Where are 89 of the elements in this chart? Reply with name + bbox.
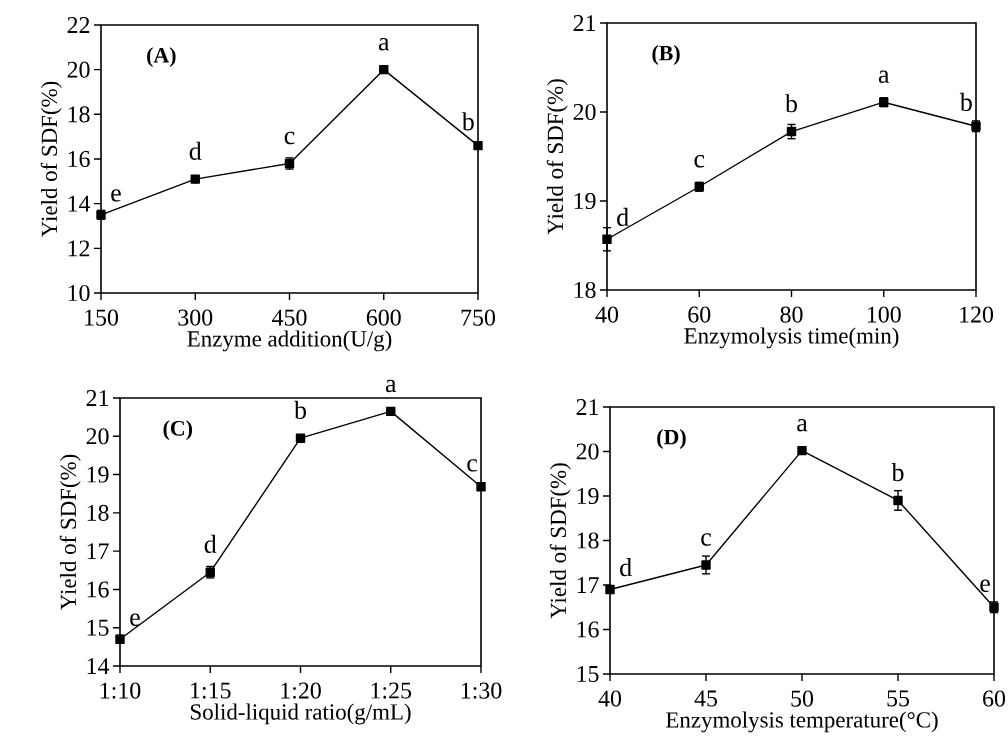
y-tick-label: 15 — [87, 619, 109, 636]
point — [476, 482, 486, 492]
y-tick-label: 20 — [67, 61, 90, 78]
x-axis-title: Solid-liquid ratio(g/mL) — [190, 703, 411, 725]
y-tick-label: 14 — [68, 195, 91, 212]
y-tick-label: 17 — [87, 543, 109, 560]
annotation: b — [785, 94, 797, 113]
y-tick-label: 12 — [68, 240, 90, 257]
point — [379, 64, 389, 75]
text: (C) — [163, 420, 193, 441]
x-tick-label: 55 — [887, 690, 910, 707]
x-tick-label: 40 — [598, 690, 622, 707]
y-axis-title: Yield of SDF(%) — [40, 81, 62, 238]
x-tick-label: 600 — [366, 309, 401, 326]
point — [386, 406, 396, 417]
annotation: a — [378, 38, 390, 51]
x-tick-label: 1:15 — [191, 682, 231, 699]
annotation: c — [694, 155, 705, 168]
x-tick-label: 1:30 — [461, 682, 502, 699]
y-axis-title: Yield of SDF(%) — [546, 79, 568, 235]
y-tick-label: 20 — [573, 103, 596, 121]
point — [295, 433, 306, 443]
point — [797, 445, 807, 456]
y-tick-label: 19 — [577, 487, 599, 505]
x-tick-label: 50 — [791, 690, 814, 707]
y-axis-title: Yield of SDF(%) — [549, 463, 571, 619]
x-tick-label: 100 — [867, 306, 901, 323]
annotation: e — [130, 613, 140, 626]
y-tick-label: 15 — [577, 665, 599, 683]
y-tick-label: 20 — [576, 443, 599, 460]
y-tick-label: 16 — [577, 621, 599, 638]
y-tick-label: 18 — [87, 504, 109, 521]
x-tick-label: 1:10 — [100, 682, 141, 699]
x-tick-label: 60 — [688, 306, 711, 323]
annotation: b — [959, 92, 972, 112]
annotation: d — [617, 207, 629, 227]
y-tick-label: 20 — [86, 428, 109, 445]
annotation: d — [189, 141, 202, 160]
y-tick-label: 22 — [67, 17, 90, 33]
y-tick-label: 16 — [68, 150, 90, 168]
y-axis-title: Yield of SDF(%) — [59, 454, 81, 611]
annotation: b — [461, 112, 474, 131]
x-tick-label: 300 — [178, 309, 213, 326]
annotation: d — [620, 558, 632, 577]
point — [893, 495, 903, 506]
y-tick-label: 16 — [87, 581, 109, 598]
annotation: b — [294, 400, 306, 419]
annotation: a — [878, 70, 890, 83]
point — [602, 234, 612, 244]
x-tick-label: 750 — [461, 309, 496, 326]
x-tick-label: 45 — [694, 690, 718, 707]
annotation: e — [111, 189, 121, 202]
annotation: c — [467, 459, 478, 472]
point — [701, 560, 711, 570]
y-tick-label: 21 — [86, 390, 109, 406]
x-axis-title: Enzymolysis temperature(°C) — [666, 711, 938, 733]
x-tick-label: 40 — [595, 306, 619, 323]
annotation: b — [891, 463, 904, 482]
x-axis-title: Enzyme addition(U/g) — [187, 330, 392, 352]
y-tick-label: 21 — [576, 399, 599, 415]
y-tick-label: 19 — [87, 466, 109, 483]
x-tick-label: 60 — [983, 690, 1006, 707]
x-tick-label: 1:20 — [281, 682, 321, 699]
x-tick-label: 1:25 — [371, 682, 412, 699]
x-tick-label: 450 — [272, 309, 307, 326]
point — [605, 584, 615, 595]
annotation: c — [284, 131, 295, 145]
annotation: e — [980, 579, 990, 593]
annotation: a — [797, 419, 808, 432]
y-tick-label: 10 — [68, 284, 90, 302]
x-tick-label: 120 — [960, 306, 994, 323]
text: (A) — [147, 47, 176, 68]
text: (B) — [652, 45, 680, 65]
y-tick-label: 18 — [574, 281, 596, 299]
y-tick-label: 17 — [577, 577, 599, 593]
annotation: a — [385, 379, 397, 393]
x-axis-title: Enzymolysis time(min) — [684, 327, 899, 349]
text: (D) — [657, 429, 686, 449]
y-tick-label: 14 — [87, 658, 110, 674]
y-tick-label: 21 — [573, 15, 596, 31]
annotation: d — [204, 534, 217, 553]
x-tick-label: 80 — [780, 306, 803, 323]
y-tick-label: 18 — [577, 532, 599, 549]
y-tick-label: 18 — [68, 106, 90, 123]
x-tick-label: 150 — [85, 309, 119, 326]
point — [115, 634, 125, 644]
annotation: c — [701, 533, 711, 546]
point — [473, 140, 483, 151]
y-tick-label: 19 — [574, 192, 596, 210]
